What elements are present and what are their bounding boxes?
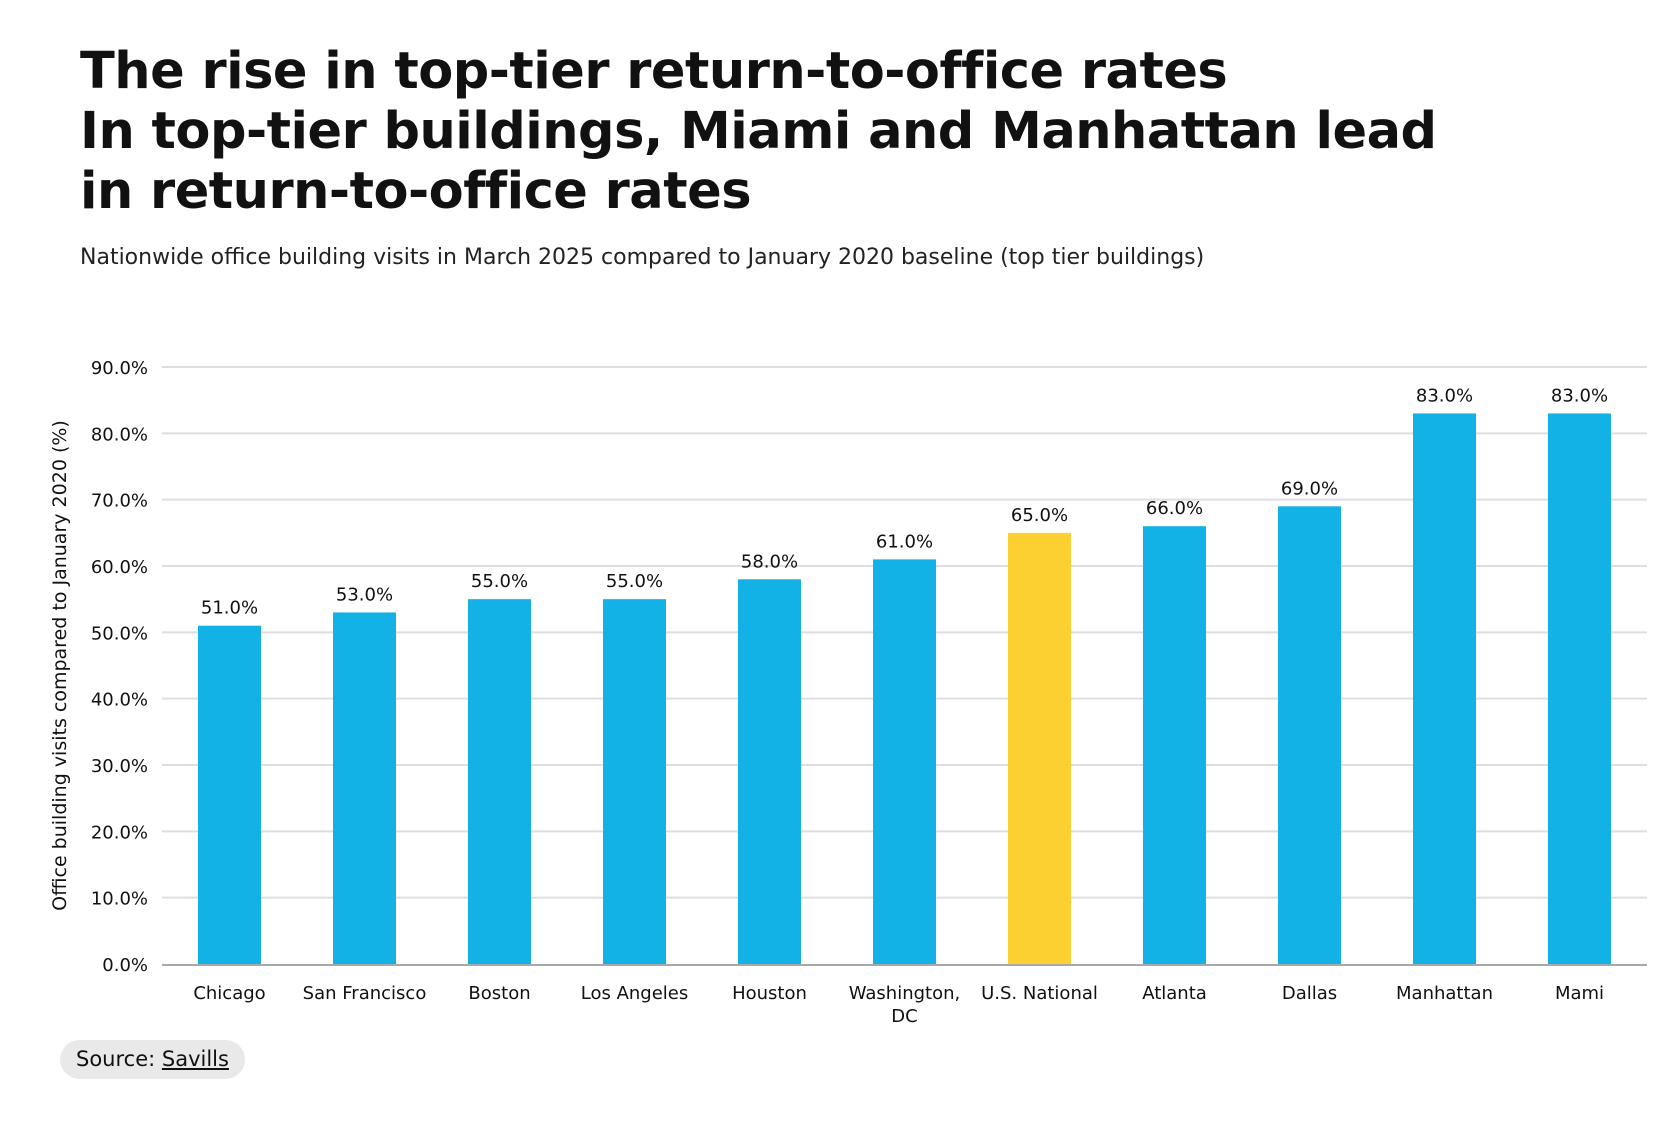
y-tick-label: 10.0% bbox=[91, 889, 148, 910]
bar bbox=[1278, 506, 1341, 964]
bar bbox=[1413, 413, 1476, 964]
x-tick-label: San Francisco bbox=[303, 983, 427, 1004]
data-label: 55.0% bbox=[471, 571, 528, 592]
bar bbox=[1143, 526, 1206, 964]
x-tick-label: Washington, DC bbox=[849, 983, 961, 1027]
y-tick-label: 70.0% bbox=[91, 491, 148, 512]
y-tick-label: 0.0% bbox=[102, 955, 148, 976]
x-tick-label: Houston bbox=[732, 983, 807, 1004]
data-label: 55.0% bbox=[606, 571, 663, 592]
x-tick-label: Manhattan bbox=[1396, 983, 1493, 1004]
y-axis-label: Office building visits compared to Janua… bbox=[49, 420, 71, 911]
x-tick-label: U.S. National bbox=[981, 983, 1098, 1004]
y-tick-label: 40.0% bbox=[91, 690, 148, 711]
data-label: 53.0% bbox=[336, 584, 393, 605]
bar bbox=[873, 559, 936, 964]
source-badge: Source: Savills bbox=[60, 1040, 245, 1079]
data-label: 83.0% bbox=[1416, 385, 1473, 406]
x-tick-label: Mami bbox=[1555, 983, 1604, 1004]
x-axis-ticks: Chicago San Francisco Boston Los Angeles Hou… bbox=[193, 983, 1604, 1027]
bars bbox=[198, 413, 1611, 964]
y-axis-ticks: 0.0% 10.0% 20.0% 30.0% 40.0% 50.0% 60.0% 70.0% 8… bbox=[91, 358, 148, 976]
bar bbox=[603, 599, 666, 964]
data-label: 58.0% bbox=[741, 551, 798, 572]
data-labels: 51.0% 53.0% 55.0% 55.0% 58.0% 61.0% 65.0% 66.0%… bbox=[201, 385, 1608, 618]
y-tick-label: 90.0% bbox=[91, 358, 148, 379]
source-link[interactable]: Savills bbox=[161, 1047, 229, 1071]
chart-subtitle: Nationwide office building visits in Mar… bbox=[80, 245, 1205, 270]
data-label: 61.0% bbox=[876, 531, 933, 552]
x-tick-label: Los Angeles bbox=[581, 983, 689, 1004]
data-label: 51.0% bbox=[201, 598, 258, 619]
y-tick-label: 30.0% bbox=[91, 756, 148, 777]
title-line-1: The rise in top-tier return-to-office ra… bbox=[80, 42, 1228, 101]
bar bbox=[1008, 532, 1071, 964]
bar bbox=[738, 579, 801, 964]
bar bbox=[1548, 413, 1611, 964]
source-prefix: Source: bbox=[76, 1047, 162, 1071]
bar bbox=[468, 599, 531, 964]
data-label: 65.0% bbox=[1011, 505, 1068, 526]
y-tick-label: 50.0% bbox=[91, 623, 148, 644]
x-tick-label: Boston bbox=[468, 983, 530, 1004]
y-tick-label: 60.0% bbox=[91, 557, 148, 578]
x-tick-label: Dallas bbox=[1282, 983, 1337, 1004]
bar bbox=[333, 612, 396, 964]
x-tick-label: Atlanta bbox=[1142, 983, 1207, 1004]
chart-title: The rise in top-tier return-to-office ra… bbox=[80, 42, 1437, 222]
bar bbox=[198, 625, 261, 964]
data-label: 83.0% bbox=[1551, 385, 1608, 406]
y-tick-label: 20.0% bbox=[91, 822, 148, 843]
data-label: 69.0% bbox=[1281, 478, 1338, 499]
x-tick-label: Chicago bbox=[193, 983, 265, 1004]
title-line-3: in return-to-office rates bbox=[80, 162, 752, 221]
data-label: 66.0% bbox=[1146, 498, 1203, 519]
y-tick-label: 80.0% bbox=[91, 424, 148, 445]
title-line-2: In top-tier buildings, Miami and Manhatt… bbox=[80, 102, 1437, 161]
